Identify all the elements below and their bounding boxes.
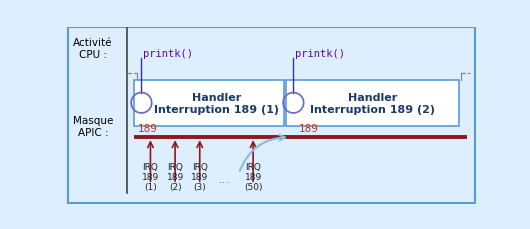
Text: Handler
Interruption 189 (2): Handler Interruption 189 (2) (310, 93, 435, 114)
FancyBboxPatch shape (134, 80, 284, 126)
Text: ...: ... (218, 172, 231, 185)
FancyBboxPatch shape (286, 80, 458, 126)
Text: printk(): printk() (295, 48, 346, 58)
Text: IRQ
189
(1): IRQ 189 (1) (142, 162, 159, 191)
Text: Handler
Interruption 189 (1): Handler Interruption 189 (1) (154, 93, 279, 114)
Text: Activité
CPU :: Activité CPU : (73, 38, 113, 60)
Text: 189: 189 (138, 123, 158, 133)
Text: printk(): printk() (144, 48, 193, 58)
Text: IRQ
189
(2): IRQ 189 (2) (166, 162, 184, 191)
Text: Masque
APIC :: Masque APIC : (73, 115, 113, 137)
Text: 189: 189 (298, 123, 318, 133)
Text: IRQ
189
(3): IRQ 189 (3) (191, 162, 208, 191)
Text: IRQ
189
(50): IRQ 189 (50) (244, 162, 262, 191)
FancyBboxPatch shape (68, 28, 475, 203)
